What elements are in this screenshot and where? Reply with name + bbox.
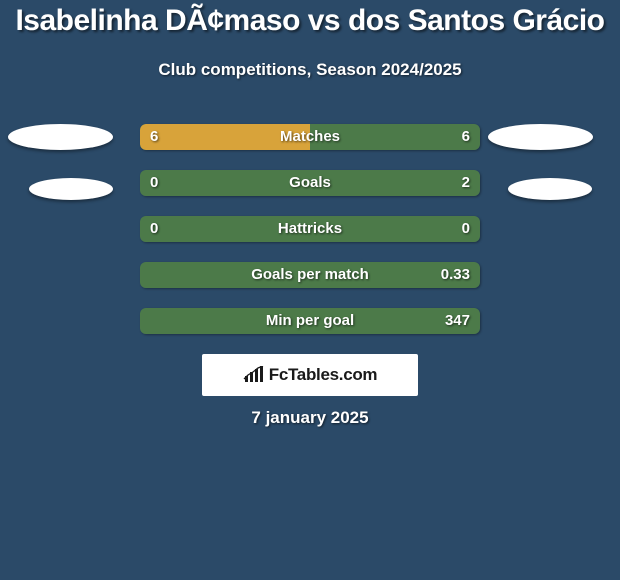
stat-value-right: 6 — [462, 124, 470, 150]
stat-row: Hattricks0 0 — [140, 216, 480, 242]
stat-label: Matches — [140, 124, 480, 150]
stat-row: Goals per match0.33 — [140, 262, 480, 288]
stat-row: Matches6 6 — [140, 124, 480, 150]
player-left-ellipse-large — [8, 124, 113, 150]
logo-box: FcTables.com — [202, 354, 418, 396]
bar-chart-icon — [243, 366, 265, 384]
player-left-ellipse-small — [29, 178, 113, 200]
stat-row: Min per goal347 — [140, 308, 480, 334]
stat-label: Goals per match — [140, 262, 480, 288]
stat-value-left: 6 — [150, 124, 158, 150]
stat-value-right: 347 — [445, 308, 470, 334]
stat-value-right: 2 — [462, 170, 470, 196]
stat-label: Min per goal — [140, 308, 480, 334]
stat-row: Goals0 2 — [140, 170, 480, 196]
date-text: 7 january 2025 — [0, 408, 620, 428]
stat-value-right: 0 — [462, 216, 470, 242]
stat-label: Goals — [140, 170, 480, 196]
stat-value-right: 0.33 — [441, 262, 470, 288]
player-right-ellipse-large — [488, 124, 593, 150]
page-title: Isabelinha DÃ¢maso vs dos Santos Grácio — [0, 4, 620, 38]
stat-label: Hattricks — [140, 216, 480, 242]
stat-value-left: 0 — [150, 170, 158, 196]
player-right-ellipse-small — [508, 178, 592, 200]
subtitle: Club competitions, Season 2024/2025 — [0, 60, 620, 80]
logo-text: FcTables.com — [269, 365, 378, 385]
comparison-card: Isabelinha DÃ¢maso vs dos Santos Grácio … — [0, 0, 620, 580]
stat-value-left: 0 — [150, 216, 158, 242]
